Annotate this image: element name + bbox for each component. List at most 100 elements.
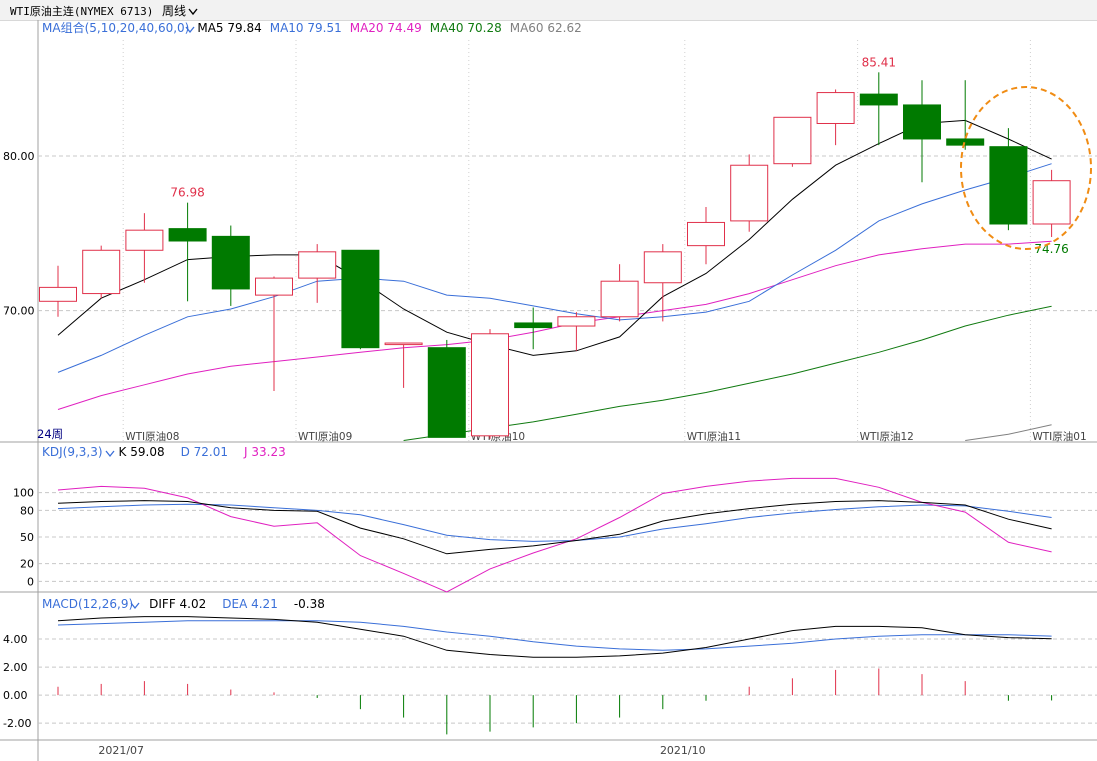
chart-canvas[interactable]: MA组合(5,10,20,40,60,0) MA5 79.84 MA10 79.51… [0,20,1097,761]
candle [125,213,164,283]
contract-label: WTI原油12 [860,430,914,443]
candle [687,206,725,265]
candle-body [168,228,207,242]
candle-body [816,92,855,124]
candle [557,312,596,351]
y-tick-label: 80.00 [3,150,35,163]
candle [255,276,293,391]
y-tick-label: 80 [20,504,34,517]
candle-body [600,280,639,318]
candle [427,339,466,438]
price-label: 85.41 [862,55,896,69]
kdj-indicator-title[interactable]: KDJ(9,3,3) [42,445,103,459]
candle-body [427,347,466,438]
y-tick-label: 70.00 [3,305,35,318]
y-tick-label: 20 [20,558,34,571]
ma20-line [57,240,1052,410]
candle [471,329,509,439]
kdj-d-line [57,503,1052,542]
symbol-title: WTI原油主连(NYMEX 6713) [10,5,154,18]
date-label: 2021/07 [98,744,144,757]
candle-body [687,221,725,247]
candle-body [82,249,121,295]
chevron-down-icon [105,450,115,458]
candle [1032,169,1071,237]
candle [298,244,337,303]
ma-legend: MA组合(5,10,20,40,60,0) MA5 79.84 MA10 79.51… [42,20,582,35]
y-tick-label: 50 [20,531,34,544]
candle [773,116,812,167]
candle [211,225,250,306]
legend-ma40: MA40 70.28 [430,21,502,35]
ma40-line [403,305,1052,441]
legend-ma10: MA10 79.51 [270,21,342,35]
period-tag: 24周 [37,427,63,441]
candle [168,202,207,302]
ma-indicator-title[interactable]: MA组合(5,10,20,40,60,0) [42,20,189,35]
macd-diff-line [57,616,1052,658]
candle [643,244,682,322]
legend-k: K 59.08 [119,445,165,459]
candle-body [946,138,985,146]
contract-label: WTI原油09 [298,430,352,443]
y-tick-label: 100 [13,487,34,500]
y-tick-label: -2.00 [3,717,31,730]
contract-label: WTI原油01 [1032,430,1086,443]
chevron-down-icon [188,8,198,15]
candle-body [298,251,337,279]
candle-body [557,316,596,327]
legend-d: D 72.01 [181,445,228,459]
kdj-j-line [57,477,1052,593]
price-label: 74.76 [1034,242,1068,256]
candle [82,245,121,299]
legend-diff: DIFF 4.02 [149,597,206,611]
candle-body [471,333,509,437]
candles [39,72,1071,439]
candle-body [859,93,898,106]
macd-legend: MACD(12,26,9) DIFF 4.02 DEA 4.21 -0.38 [42,597,325,611]
contract-label: WTI原油11 [687,430,741,443]
macd-indicator-title[interactable]: MACD(12,26,9) [42,597,133,611]
contract-label: WTI原油08 [125,430,179,443]
candle-body [773,116,812,165]
y-tick-label: 0.00 [3,689,28,702]
candle-body [39,286,77,302]
candle-body [514,322,553,329]
candle [730,154,769,232]
kdj-k-line [57,500,1052,555]
candle-body [125,229,164,251]
legend-ma5: MA5 79.84 [197,21,261,35]
ma60-line [965,424,1052,441]
y-tick-label: 2.00 [3,661,28,674]
macd-dea-line [57,620,1052,651]
candle [859,72,898,146]
candle-body [1032,180,1071,225]
candle-body [255,277,293,296]
chart-title-bar: WTI原油主连(NYMEX 6713) 周线 [0,0,1097,21]
candle-body [730,164,769,222]
candle [39,265,77,317]
candle-body [384,342,423,346]
candle [341,249,380,350]
period-selector[interactable]: 周线 [162,2,198,19]
legend-ma60: MA60 62.62 [510,21,582,35]
annotation-ellipse [960,86,1092,250]
candle [816,89,855,146]
candle [514,307,553,350]
candle [946,80,985,150]
legend-ma20: MA20 74.49 [350,21,422,35]
candle-body [211,235,250,290]
candle-body [989,146,1028,225]
candle [989,128,1028,231]
candle [600,264,639,322]
candle-body [643,251,682,284]
legend-macd: -0.38 [294,597,325,611]
candle [903,80,941,183]
price-label: 76.98 [170,186,204,200]
chevron-down-icon [130,602,140,610]
y-tick-label: 4.00 [3,633,28,646]
y-tick-label: 0 [27,575,34,588]
date-label: 2021/10 [660,744,706,757]
candle-body [903,104,941,140]
kdj-legend: KDJ(9,3,3) K 59.08 D 72.01 J 33.23 [42,445,286,459]
